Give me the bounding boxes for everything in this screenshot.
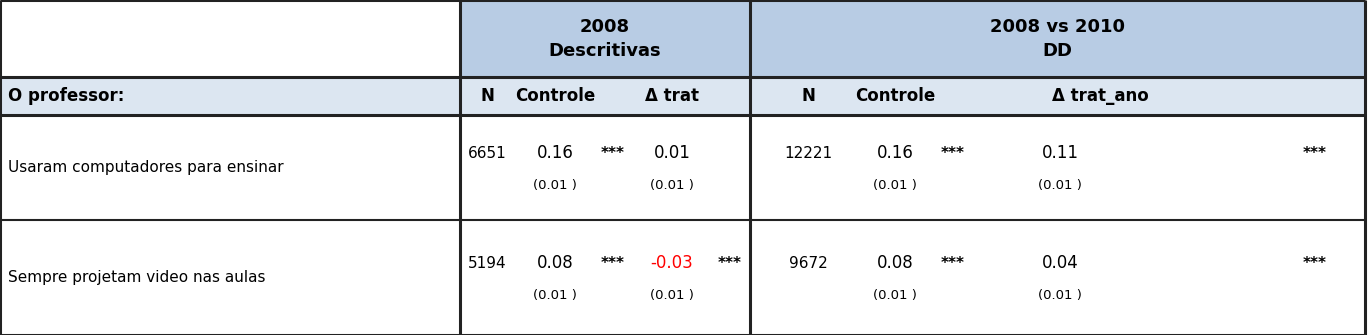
Text: (0.01 ): (0.01 ): [873, 289, 917, 302]
Text: 9672: 9672: [788, 256, 828, 271]
Text: Usaram computadores para ensinar: Usaram computadores para ensinar: [8, 160, 283, 175]
Text: ***: ***: [941, 146, 964, 161]
Text: Controle: Controle: [855, 87, 936, 105]
Text: (0.01 ): (0.01 ): [1038, 289, 1082, 302]
Bar: [0, 115, 1365, 220]
Text: (0.01 ): (0.01 ): [873, 179, 917, 192]
Text: 0.16: 0.16: [536, 144, 573, 162]
Text: 2008 vs 2010: 2008 vs 2010: [990, 18, 1124, 37]
Text: 0.08: 0.08: [536, 255, 573, 272]
Text: 6651: 6651: [468, 146, 506, 161]
Text: (0.01 ): (0.01 ): [650, 289, 694, 302]
Text: ***: ***: [601, 146, 625, 161]
Bar: [0, 220, 1365, 335]
Text: (0.01 ): (0.01 ): [534, 179, 577, 192]
Text: ***: ***: [941, 256, 964, 271]
Text: ***: ***: [1302, 146, 1327, 161]
Text: 12221: 12221: [784, 146, 832, 161]
Text: (0.01 ): (0.01 ): [534, 289, 577, 302]
Text: ***: ***: [601, 256, 625, 271]
Text: ***: ***: [718, 256, 741, 271]
Text: O professor:: O professor:: [8, 87, 124, 105]
Text: 2008: 2008: [580, 18, 631, 37]
Text: -0.03: -0.03: [651, 255, 694, 272]
Text: Δ trat_ano: Δ trat_ano: [1052, 87, 1148, 105]
Text: DD: DD: [1042, 43, 1073, 61]
Bar: [0, 77, 1365, 115]
Text: 0.16: 0.16: [877, 144, 914, 162]
Text: N: N: [802, 87, 815, 105]
Text: N: N: [480, 87, 494, 105]
Bar: [0, 0, 1365, 77]
Text: 0.01: 0.01: [654, 144, 691, 162]
Text: 0.04: 0.04: [1041, 255, 1078, 272]
Text: Controle: Controle: [514, 87, 595, 105]
Text: Descritivas: Descritivas: [549, 43, 661, 61]
Text: 0.11: 0.11: [1041, 144, 1078, 162]
Text: (0.01 ): (0.01 ): [1038, 179, 1082, 192]
Bar: [460, 0, 750, 77]
Text: Sempre projetam video nas aulas: Sempre projetam video nas aulas: [8, 270, 265, 285]
Text: 0.08: 0.08: [877, 255, 914, 272]
Text: Δ trat: Δ trat: [644, 87, 699, 105]
Bar: [750, 0, 1365, 77]
Text: ***: ***: [1302, 256, 1327, 271]
Text: (0.01 ): (0.01 ): [650, 179, 694, 192]
Text: 5194: 5194: [468, 256, 506, 271]
